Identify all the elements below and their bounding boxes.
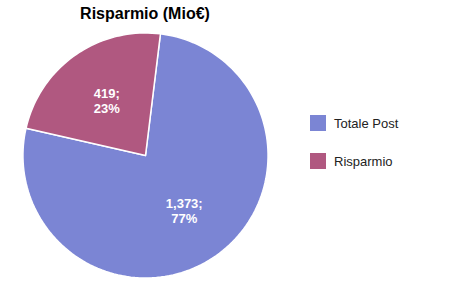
html-text:Totale Post: Totale Post	[334, 115, 399, 131]
html-text:Risparmio (Mio€): Risparmio (Mio€)	[80, 5, 210, 22]
svg-text:1,373;77%: 1,373;77%	[166, 196, 203, 227]
svg-text:419;23%: 419;23%	[94, 86, 120, 117]
html-text:Risparmio: Risparmio	[334, 153, 393, 169]
